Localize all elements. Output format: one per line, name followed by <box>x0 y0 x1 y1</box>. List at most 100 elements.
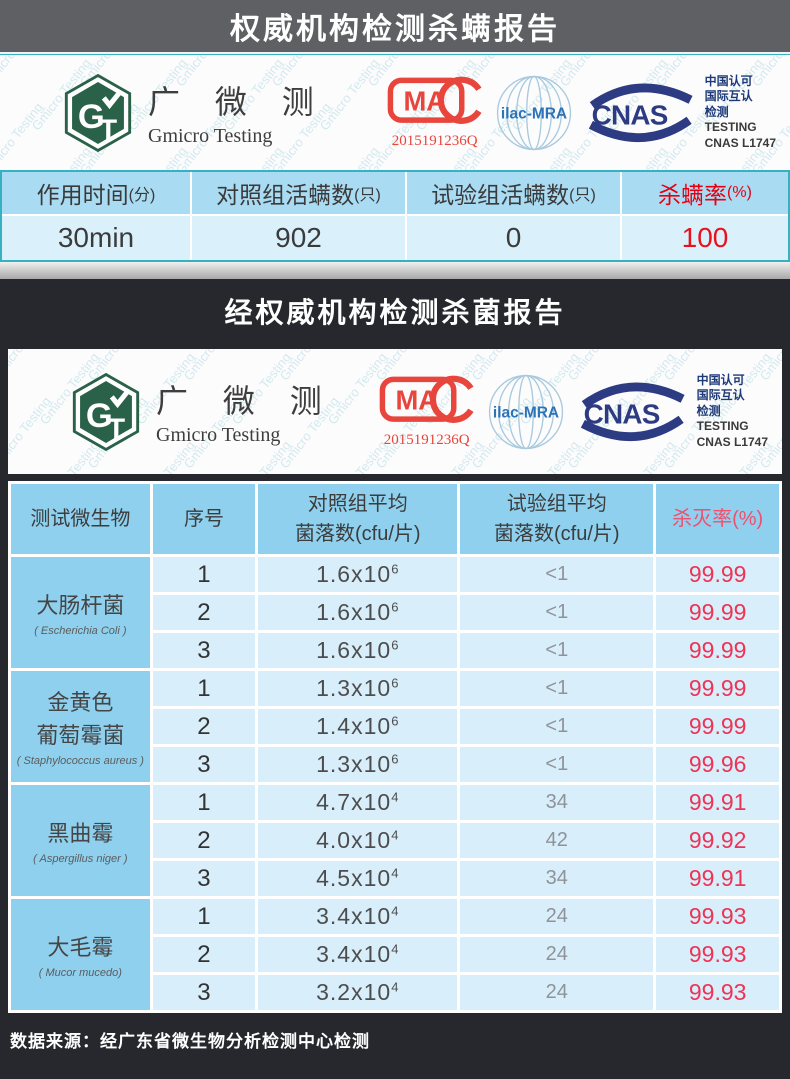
test-avg-cell: <1 <box>460 671 654 706</box>
organism-cell: 大毛霉( Mucor mucedo) <box>11 899 150 1010</box>
germ-header-control: 对照组平均 菌落数(cfu/片) <box>258 484 458 554</box>
organism-cell: 黑曲霉( Aspergillus niger ) <box>11 785 150 896</box>
table-row: 大肠杆菌( Escherichia Coli ) 1 1.6x106 <1 99.99 <box>11 557 779 668</box>
svg-text:T: T <box>107 413 125 445</box>
kill-rate-cell: 99.93 <box>656 975 779 1010</box>
mite-header-rate: 杀螨率 (%) <box>622 172 788 214</box>
mite-value-time: 30min <box>2 216 190 260</box>
table-row: 2 1.6x106 <1 99.99 <box>11 595 779 630</box>
test-avg-cell: <1 <box>460 595 654 630</box>
germ-table: 测试微生物 序号 对照组平均 菌落数(cfu/片) 试验组平均 菌落数(cfu/… <box>8 481 782 1013</box>
table-row: 3 4.5x104 34 99.91 <box>11 861 779 896</box>
cnas-icon: CNAS <box>580 382 685 441</box>
germ-header-sequence: 序号 <box>152 484 256 554</box>
table-row: 金黄色 葡萄霉菌( Staphylococcus aureus ) 1 1.3x10… <box>11 671 779 782</box>
control-avg-cell: 1.6x106 <box>258 595 458 630</box>
test-avg-cell: 34 <box>460 861 654 896</box>
accreditation-text: 中国认可 国际互认 检测 TESTING CNAS L1747 <box>704 73 776 150</box>
mite-value-test: 0 <box>407 216 620 260</box>
svg-text:T: T <box>99 114 117 146</box>
sequence-cell: 2 <box>152 823 256 858</box>
test-avg-cell: 42 <box>460 823 654 858</box>
test-avg-cell: <1 <box>460 633 654 668</box>
ilac-mra-icon: ilac-MRA <box>496 75 571 150</box>
svg-text:CNAS: CNAS <box>583 398 659 429</box>
kill-rate-cell: 99.99 <box>656 633 779 668</box>
accreditation-text: 中国认可 国际互认 检测 TESTING CNAS L1747 <box>696 372 768 449</box>
germ-header-organism: 测试微生物 <box>11 484 150 554</box>
control-avg-cell: 3.4x104 <box>258 899 458 934</box>
cma-logo: MA 2015191236Q <box>387 76 483 150</box>
gmicro-logo: G T 广 微 测 Gmicro Testing <box>70 372 335 452</box>
table-row: 黑曲霉( Aspergillus niger ) 1 4.7x104 34 99.91 <box>11 785 779 896</box>
kill-rate-cell: 99.99 <box>656 671 779 706</box>
control-avg-cell: 4.7x104 <box>258 785 458 820</box>
germ-table-wrap: 测试微生物 序号 对照组平均 菌落数(cfu/片) 试验组平均 菌落数(cfu/… <box>0 481 790 1013</box>
table-row: 2 3.4x104 24 99.93 <box>11 937 779 972</box>
mite-value-control: 902 <box>192 216 405 260</box>
table-row: 3 1.3x106 <1 99.96 <box>11 747 779 782</box>
cma-icon: MA <box>379 375 474 423</box>
control-avg-cell: 4.0x104 <box>258 823 458 858</box>
sequence-cell: 3 <box>152 975 256 1010</box>
test-avg-cell: 24 <box>460 899 654 934</box>
control-avg-cell: 1.4x106 <box>258 709 458 744</box>
test-avg-cell: <1 <box>460 557 654 592</box>
kill-rate-cell: 99.91 <box>656 785 779 820</box>
control-avg-cell: 1.6x106 <box>258 633 458 668</box>
mite-value-rate: 100 <box>622 216 788 260</box>
sequence-cell: 3 <box>152 747 256 782</box>
svg-text:ilac-MRA: ilac-MRA <box>501 105 567 122</box>
svg-text:CNAS: CNAS <box>591 99 667 130</box>
kill-rate-cell: 99.93 <box>656 937 779 972</box>
mite-header-control: 对照组活螨数 (只) <box>192 172 405 214</box>
control-avg-cell: 1.3x106 <box>258 671 458 706</box>
mite-table: 作用时间 (分) 对照组活螨数 (只) 试验组活螨数 (只) 杀螨率 (%) 30min… <box>0 170 790 262</box>
svg-text:ilac-MRA: ilac-MRA <box>493 404 559 421</box>
mite-report-banner: 权威机构检测杀螨报告 <box>0 0 790 52</box>
organism-cell: 大肠杆菌( Escherichia Coli ) <box>11 557 150 668</box>
sequence-cell: 3 <box>152 633 256 668</box>
table-row: 3 3.2x104 24 99.93 <box>11 975 779 1010</box>
germ-banner-title: 经权威机构检测杀菌报告 <box>224 297 566 328</box>
germ-header-rate: 杀灭率(%) <box>656 484 779 554</box>
mite-header-time: 作用时间 (分) <box>2 172 190 214</box>
test-avg-cell: <1 <box>460 709 654 744</box>
ilac-mra-icon: ilac-MRA <box>488 374 563 449</box>
kill-rate-cell: 99.93 <box>656 899 779 934</box>
kill-rate-cell: 99.99 <box>656 557 779 592</box>
kill-rate-cell: 99.99 <box>656 709 779 744</box>
sequence-cell: 1 <box>152 899 256 934</box>
kill-rate-cell: 99.96 <box>656 747 779 782</box>
certificate-header-2-wrap: Gmicro Testing Gmicro Testing Gmicro Testi… <box>0 343 790 481</box>
gmicro-en-name: Gmicro Testing <box>148 125 273 147</box>
gmicro-en-name: Gmicro Testing <box>156 424 281 446</box>
test-avg-cell: 24 <box>460 937 654 972</box>
gmicro-cn-name: 广 微 测 <box>148 84 327 120</box>
gt-hexagon-icon: G T <box>72 372 140 451</box>
svg-text:G: G <box>78 98 105 136</box>
cma-logo: MA 2015191236Q <box>379 375 475 449</box>
cma-code: 2015191236Q <box>383 431 470 448</box>
germ-header-test: 试验组平均 菌落数(cfu/片) <box>460 484 654 554</box>
sequence-cell: 2 <box>152 709 256 744</box>
table-row: 2 1.4x106 <1 99.99 <box>11 709 779 744</box>
test-avg-cell: 34 <box>460 785 654 820</box>
test-avg-cell: <1 <box>460 747 654 782</box>
gt-hexagon-icon: G T <box>64 73 132 152</box>
gmicro-logo: G T 广 微 测 Gmicro Testing <box>62 73 327 153</box>
control-avg-cell: 1.6x106 <box>258 557 458 592</box>
certificate-header-1: Gmicro Testing Gmicro Testing Gmicro Testi… <box>0 55 790 170</box>
control-avg-cell: 3.4x104 <box>258 937 458 972</box>
certificate-header-2: Gmicro Testing Gmicro Testing Gmicro Testi… <box>8 349 782 474</box>
svg-text:MA: MA <box>395 384 438 415</box>
sequence-cell: 2 <box>152 937 256 972</box>
table-row: 3 1.6x106 <1 99.99 <box>11 633 779 668</box>
cma-code: 2015191236Q <box>391 132 478 149</box>
kill-rate-cell: 99.91 <box>656 861 779 896</box>
mite-header-test: 试验组活螨数 (只) <box>407 172 620 214</box>
germ-header-row: 测试微生物 序号 对照组平均 菌落数(cfu/片) 试验组平均 菌落数(cfu/… <box>11 484 779 554</box>
germ-report-banner: 经权威机构检测杀菌报告 <box>0 279 790 343</box>
sequence-cell: 1 <box>152 785 256 820</box>
kill-rate-cell: 99.99 <box>656 595 779 630</box>
